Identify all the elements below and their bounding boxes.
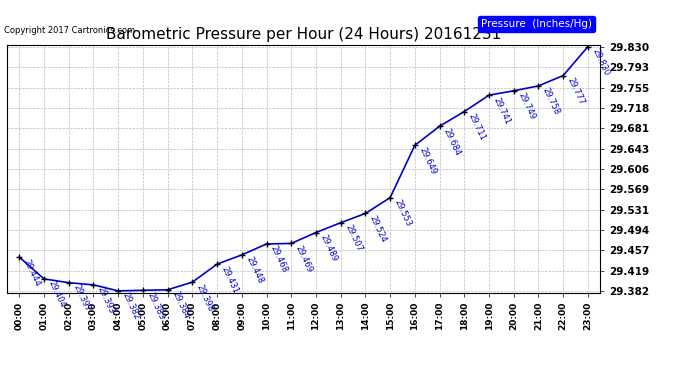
Text: 29.431: 29.431 [219,265,240,295]
Text: 29.393: 29.393 [96,285,117,316]
Text: 29.383: 29.383 [146,291,166,321]
Text: 29.684: 29.684 [442,127,462,157]
Text: 29.524: 29.524 [368,214,388,244]
Text: 29.382: 29.382 [121,291,141,322]
Text: 29.749: 29.749 [516,92,537,122]
Text: 29.711: 29.711 [466,112,487,142]
Text: 29.553: 29.553 [393,198,413,228]
Text: 29.444: 29.444 [22,258,42,288]
Text: 29.777: 29.777 [566,76,586,106]
Text: 29.468: 29.468 [269,244,289,275]
Text: 29.830: 29.830 [591,47,611,77]
Text: 29.489: 29.489 [318,233,339,263]
Text: 29.758: 29.758 [541,86,562,117]
Text: 29.741: 29.741 [491,96,512,126]
Text: 29.404: 29.404 [46,279,67,309]
Title: Barometric Pressure per Hour (24 Hours) 20161231: Barometric Pressure per Hour (24 Hours) … [106,27,501,42]
Text: 29.397: 29.397 [71,283,92,314]
Text: 29.469: 29.469 [294,244,314,274]
Text: Copyright 2017 Cartronics.com: Copyright 2017 Cartronics.com [4,26,135,35]
Text: 29.398: 29.398 [195,283,215,313]
Text: 29.507: 29.507 [343,223,364,254]
Text: 29.384: 29.384 [170,290,190,321]
Text: 29.649: 29.649 [417,146,437,176]
Text: 29.448: 29.448 [244,255,265,285]
Legend: Pressure  (Inches/Hg): Pressure (Inches/Hg) [478,15,595,32]
